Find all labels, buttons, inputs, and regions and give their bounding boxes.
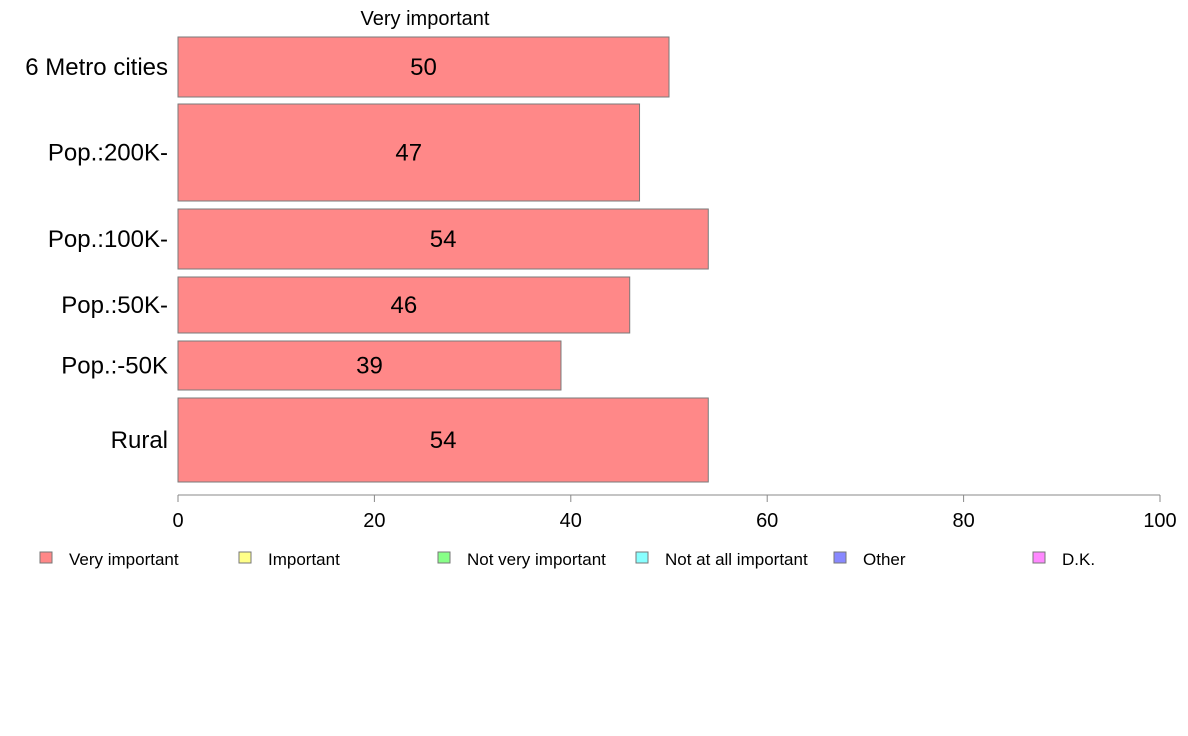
- bar-value-label: 50: [410, 54, 437, 81]
- x-tick-label: 80: [952, 510, 974, 532]
- category-label: Pop.:100K-: [48, 226, 168, 253]
- bar-2: [177, 208, 709, 270]
- x-tick-label: 20: [363, 510, 385, 532]
- legend-swatch: [833, 551, 847, 564]
- bar-1: [177, 103, 641, 202]
- category-label: Pop.:200K-: [48, 140, 168, 167]
- bar-value-label: 54: [430, 226, 457, 253]
- legend-swatch: [238, 551, 252, 564]
- legend-label: Other: [863, 550, 906, 569]
- category-label: Pop.:50K-: [61, 292, 168, 319]
- x-tick-label: 60: [756, 510, 778, 532]
- bar-value-label: 47: [395, 140, 422, 167]
- category-label: 6 Metro cities: [25, 54, 168, 81]
- bar-5: [177, 397, 709, 483]
- category-label: Rural: [111, 427, 168, 454]
- x-tick-label: 40: [560, 510, 582, 532]
- legend-label: Very important: [69, 550, 179, 569]
- category-label: Pop.:-50K: [61, 353, 168, 380]
- x-tick-label: 0: [172, 510, 183, 532]
- legend-label: Important: [268, 550, 340, 569]
- bar-3: [177, 276, 631, 334]
- legend: Very important Important Not very importan…: [39, 550, 1095, 569]
- bar-value-label: 54: [430, 427, 457, 454]
- legend-label: Not very important: [467, 550, 606, 569]
- legend-label: Not at all important: [665, 550, 808, 569]
- legend-swatch: [1032, 551, 1046, 564]
- bar-4: [177, 340, 562, 391]
- x-axis: 0 20 40 60 80 100: [172, 494, 1177, 532]
- chart-title: Very important: [361, 8, 490, 30]
- legend-label: D.K.: [1062, 550, 1095, 569]
- bar-0: [177, 36, 670, 98]
- legend-swatch: [437, 551, 451, 564]
- x-tick-label: 100: [1143, 510, 1176, 532]
- bars-group: 50 6 Metro cities 47 Pop.:200K- 54 Pop.:100K-…: [25, 36, 709, 483]
- bar-value-label: 39: [356, 353, 383, 380]
- bar-value-label: 46: [391, 292, 418, 319]
- legend-swatch: [39, 551, 53, 564]
- legend-swatch: [635, 551, 649, 564]
